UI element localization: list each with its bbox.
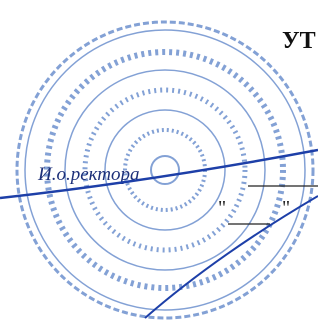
document: УТ И.о.ректора " " [0,0,318,335]
page: {"header": {"title": "УТ"}, "signature":… [0,0,318,335]
date-open-quote: " [218,197,226,219]
signature-stroke [145,196,318,318]
document-title: УТ [282,28,316,54]
